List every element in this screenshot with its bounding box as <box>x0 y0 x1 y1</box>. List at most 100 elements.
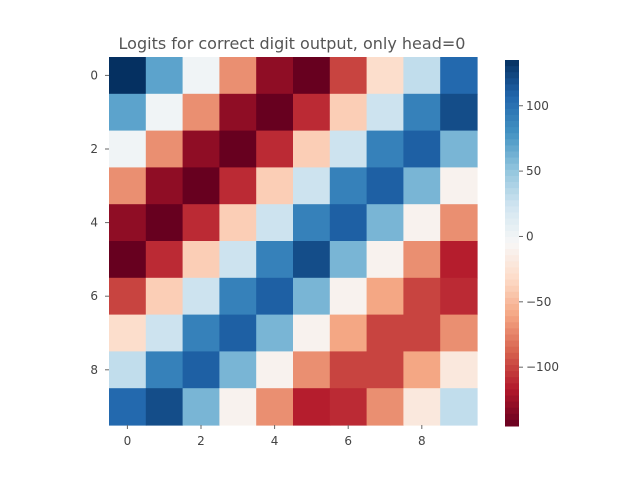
x-tick-label: 4 <box>271 434 279 448</box>
heatmap-cell <box>403 388 441 426</box>
colorbar-band <box>505 419 519 427</box>
colorbar-tick-label: 50 <box>526 164 541 178</box>
heatmap-cell <box>440 277 478 316</box>
heatmap-cell <box>256 130 294 168</box>
heatmap-cell <box>256 351 294 389</box>
heatmap-cell <box>403 167 441 205</box>
colorbar-band <box>505 133 519 140</box>
heatmap-cell <box>145 130 184 168</box>
heatmap-cell <box>109 277 147 316</box>
heatmap-cell <box>293 167 331 205</box>
colorbar-band <box>505 371 519 378</box>
heatmap-cell <box>109 314 147 352</box>
heatmap-cell <box>109 388 147 426</box>
heatmap-cell <box>329 167 368 205</box>
heatmap-cell <box>329 277 368 316</box>
heatmap-cell <box>403 241 441 279</box>
heatmap-cell <box>403 277 441 316</box>
colorbar-band <box>505 78 519 85</box>
colorbar-band <box>505 212 519 220</box>
heatmap-cell <box>403 93 441 132</box>
heatmap-cell <box>293 241 331 279</box>
heatmap-cell <box>440 351 478 389</box>
y-tick-label: 2 <box>90 142 98 156</box>
heatmap-cell <box>366 277 404 316</box>
colorbar-tick-label: −50 <box>526 295 551 309</box>
heatmap-cell <box>293 351 331 389</box>
heatmap-cell <box>182 167 220 205</box>
x-axis: 0 2 4 6 8 <box>124 425 426 448</box>
y-tick-label: 0 <box>90 68 98 82</box>
colorbar-band <box>505 297 519 305</box>
heatmap-cell <box>366 167 404 205</box>
y-tick-label: 8 <box>90 363 98 377</box>
colorbar-band <box>505 279 519 287</box>
heatmap-cell <box>256 314 294 352</box>
colorbar-tick-label: 0 <box>526 229 534 243</box>
colorbar-band <box>505 169 519 177</box>
heatmap-cell <box>256 241 294 279</box>
heatmap-cell <box>145 93 184 132</box>
heatmap-cell <box>109 167 147 205</box>
heatmap-cell <box>256 388 294 426</box>
colorbar-band <box>505 401 519 409</box>
heatmap-cell <box>109 204 147 242</box>
heatmap-cell <box>329 388 368 426</box>
heatmap-cell <box>219 351 257 389</box>
colorbar-band <box>505 114 519 122</box>
heatmap-cell <box>440 388 478 426</box>
heatmap-cell <box>293 57 331 95</box>
heatmap-cell <box>293 93 331 132</box>
colorbar-band <box>505 127 519 134</box>
colorbar-band <box>505 322 519 329</box>
colorbar-band <box>505 389 519 396</box>
y-axis: 0 2 4 6 8 <box>90 68 109 377</box>
colorbar-band <box>505 121 519 128</box>
heatmap-cell <box>293 130 331 168</box>
colorbar-band <box>505 182 519 189</box>
colorbar-band <box>505 328 519 335</box>
heatmap-cell <box>182 204 220 242</box>
colorbar-band <box>505 66 519 73</box>
colorbar-band <box>505 285 519 293</box>
heatmap-cell <box>366 130 404 168</box>
heatmap-cell <box>109 130 147 168</box>
colorbar-band <box>505 188 519 195</box>
colorbar-band <box>505 346 519 354</box>
colorbar-band <box>505 358 519 366</box>
heatmap-cell <box>182 277 220 316</box>
colorbar-tick-label: 100 <box>526 99 549 113</box>
heatmap-cell <box>403 57 441 95</box>
heatmap-cell <box>256 57 294 95</box>
heatmap-cell <box>109 351 147 389</box>
colorbar-band <box>505 236 519 244</box>
colorbar-tick-label: −100 <box>526 360 559 374</box>
heatmap-cell <box>182 314 220 352</box>
colorbar-band <box>505 304 519 311</box>
heatmap-cell <box>366 204 404 242</box>
colorbar-band <box>505 157 519 165</box>
heatmap-cell <box>145 314 184 352</box>
colorbar-band <box>505 151 519 159</box>
colorbar-band <box>505 230 519 238</box>
heatmap-cell <box>366 93 404 132</box>
x-tick-label: 0 <box>124 434 132 448</box>
colorbar-band <box>505 413 519 421</box>
colorbar-band <box>505 255 519 262</box>
colorbar-band <box>505 224 519 232</box>
x-tick-label: 6 <box>344 434 352 448</box>
colorbar-band <box>505 218 519 226</box>
heatmap-cell <box>182 241 220 279</box>
heatmap-cell <box>219 388 257 426</box>
heatmap-cell <box>145 351 184 389</box>
heatmap-cell <box>293 388 331 426</box>
heatmap-cell <box>366 57 404 95</box>
heatmap-cell <box>329 314 368 352</box>
colorbar-band <box>505 163 519 171</box>
heatmap-cell <box>182 93 220 132</box>
heatmap-cell <box>219 93 257 132</box>
heatmap-cell <box>403 130 441 168</box>
colorbar-band <box>505 395 519 403</box>
heatmap-cell <box>219 241 257 279</box>
